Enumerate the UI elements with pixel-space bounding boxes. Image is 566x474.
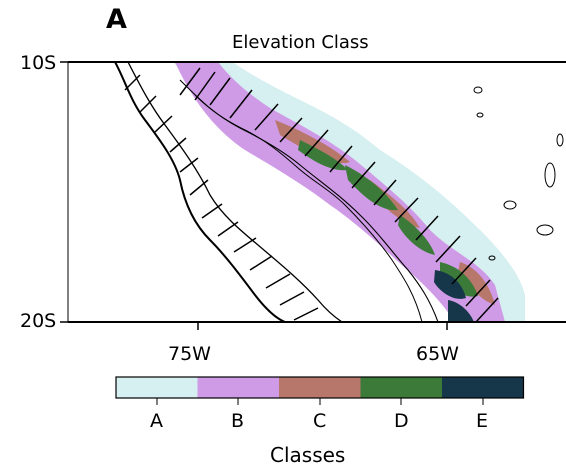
colorbar-label-b: B — [231, 410, 245, 432]
map-content — [114, 62, 564, 322]
colorbar-label-a: A — [150, 410, 163, 432]
inner-coast-contour — [127, 62, 343, 322]
class-d-region — [298, 140, 478, 297]
colorbar — [115, 376, 525, 405]
colorbar-label-d: D — [394, 410, 409, 432]
y-tick-label-20s: 20S — [20, 310, 57, 332]
colorbar-swatch-d — [360, 377, 442, 398]
highland-contour — [179, 79, 439, 322]
class-e-region — [434, 270, 474, 322]
colorbar-label-e: E — [476, 410, 489, 432]
highland-contour-2 — [194, 94, 423, 322]
colorbar-swatch-b — [197, 377, 279, 398]
small-contours — [473, 86, 564, 261]
x-tick-label-65w: 65W — [416, 343, 459, 365]
colorbar-swatch-e — [442, 377, 524, 398]
hatching — [124, 67, 499, 322]
colorbar-swatch-c — [279, 377, 361, 398]
x-tick-label-75w: 75W — [168, 343, 211, 365]
colorbar-swatch-a — [116, 377, 198, 398]
panel-letter: A — [106, 4, 127, 35]
map-title: Elevation Class — [232, 32, 369, 53]
y-tick-label-10s: 10S — [20, 52, 57, 74]
axes-frame — [60, 61, 566, 330]
colorbar-label-c: C — [313, 410, 327, 432]
colorbar-title: Classes — [270, 443, 346, 467]
coastline-contour — [114, 62, 286, 322]
